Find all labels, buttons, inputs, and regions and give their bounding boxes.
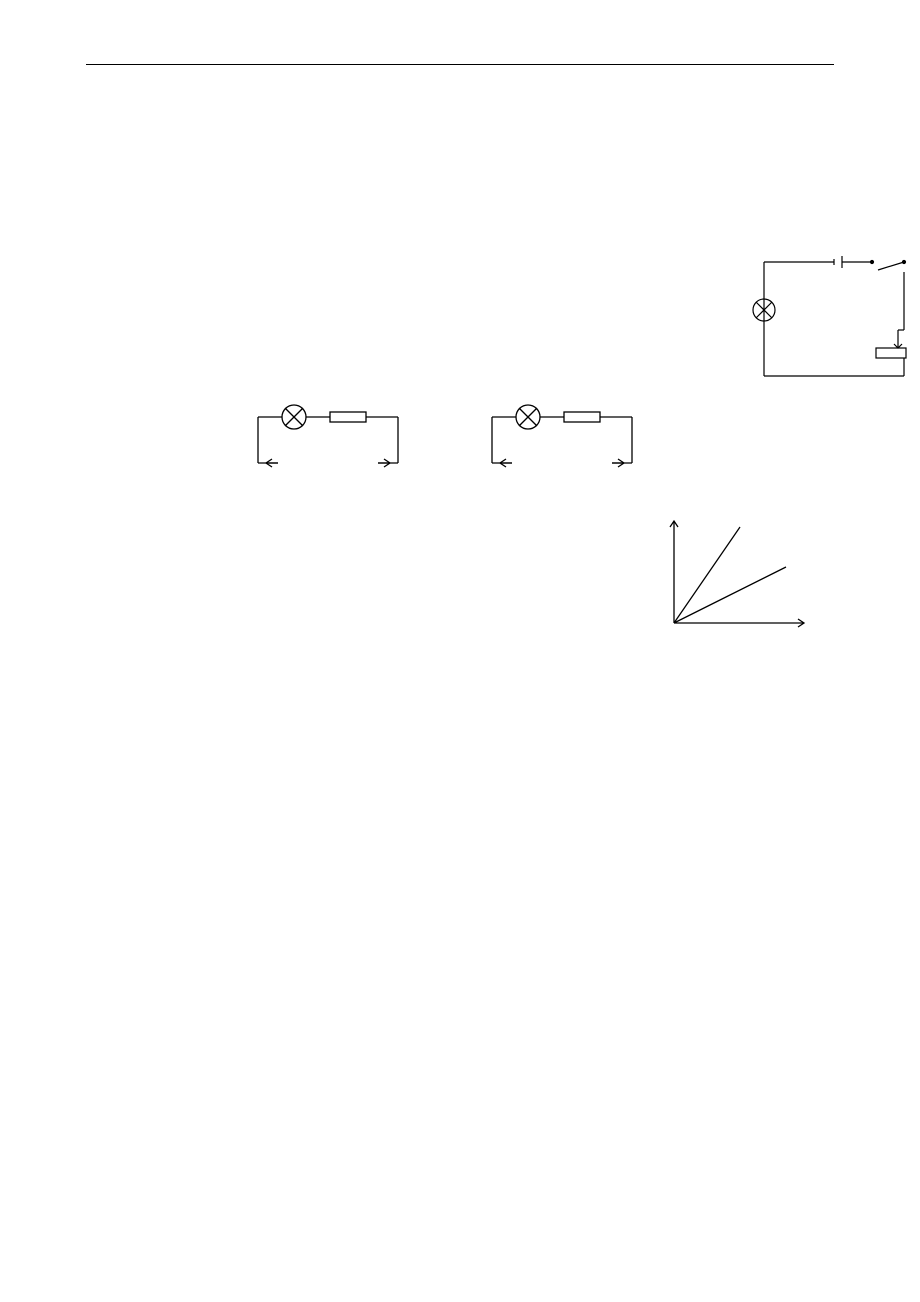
question-1 bbox=[86, 111, 834, 197]
q2-opts-row2 bbox=[86, 280, 834, 319]
q1-row-ab bbox=[86, 111, 834, 150]
figure-7 bbox=[752, 248, 920, 402]
q1-row-cd bbox=[86, 158, 834, 197]
q3-opts-row2 bbox=[86, 357, 834, 375]
page-header bbox=[86, 60, 834, 65]
q3-fig-left bbox=[238, 393, 448, 483]
q4-figure bbox=[654, 511, 814, 641]
q3-figures bbox=[86, 393, 834, 483]
q2-opts-row1 bbox=[86, 223, 834, 262]
q3-fig-right bbox=[472, 393, 682, 483]
q3-opts-row1 bbox=[86, 339, 834, 357]
